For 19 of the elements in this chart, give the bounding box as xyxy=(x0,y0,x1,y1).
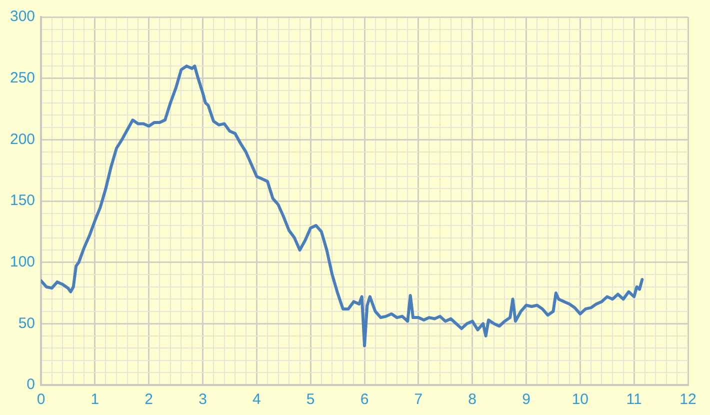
x-tick-label: 1 xyxy=(90,391,100,408)
x-tick-label: 10 xyxy=(572,391,589,408)
y-tick-label: 300 xyxy=(10,8,36,26)
x-tick-label: 3 xyxy=(198,391,207,408)
x-tick-label: 7 xyxy=(414,391,423,408)
y-tick-label: 200 xyxy=(10,130,36,148)
x-tick-label: 12 xyxy=(680,391,696,408)
x-tick-label: 6 xyxy=(360,391,369,408)
x-tick-label: 5 xyxy=(306,391,315,408)
x-tick-label: 8 xyxy=(468,391,477,408)
y-tick-label: 250 xyxy=(10,69,36,86)
y-tick-label: 0 xyxy=(26,376,36,394)
x-tick-label: 4 xyxy=(252,391,261,408)
y-tick-label: 50 xyxy=(18,314,36,332)
x-tick-label: 2 xyxy=(144,391,154,408)
x-tick-label: 9 xyxy=(522,391,530,408)
y-tick-label: 100 xyxy=(10,253,36,270)
y-tick-label: 150 xyxy=(10,192,36,210)
x-tick-label: 11 xyxy=(626,391,642,408)
